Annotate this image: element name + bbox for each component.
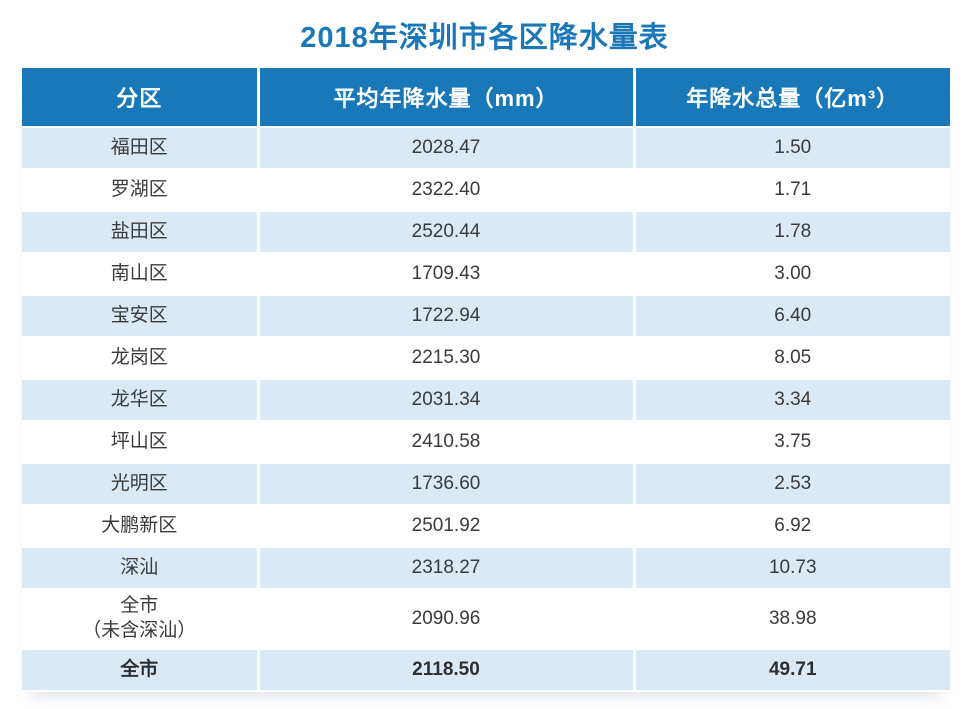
- total-rainfall-cell: 8.05: [634, 337, 950, 380]
- district-cell: 福田区: [22, 127, 260, 170]
- header-total-rainfall: 年降水总量（亿m³）: [634, 68, 950, 128]
- district-cell: 全市 （未含深汕）: [22, 589, 260, 650]
- table-row: 全市 （未含深汕） 2090.96 38.98: [22, 589, 950, 650]
- avg-rainfall-cell: 1736.60: [258, 463, 636, 506]
- total-rainfall-cell: 6.40: [634, 295, 950, 338]
- avg-rainfall-cell: 1709.43: [258, 253, 636, 296]
- district-cell: 大鹏新区: [22, 505, 260, 548]
- district-cell: 龙华区: [22, 379, 260, 422]
- total-rainfall-cell: 3.34: [634, 379, 950, 422]
- table-row-total: 全市 2118.50 49.71: [22, 649, 950, 692]
- avg-rainfall-cell: 1722.94: [258, 295, 636, 338]
- table-row: 坪山区 2410.58 3.75: [22, 421, 950, 464]
- avg-rainfall-cell: 2318.27: [258, 547, 636, 590]
- table-row: 深汕 2318.27 10.73: [22, 547, 950, 590]
- avg-rainfall-cell: 2501.92: [258, 505, 636, 548]
- total-rainfall-cell: 49.71: [634, 649, 950, 692]
- table-row: 龙岗区 2215.30 8.05: [22, 337, 950, 380]
- avg-rainfall-cell: 2090.96: [258, 589, 636, 650]
- avg-rainfall-cell: 2520.44: [258, 211, 636, 254]
- table-row: 龙华区 2031.34 3.34: [22, 379, 950, 422]
- total-rainfall-cell: 2.53: [634, 463, 950, 506]
- total-rainfall-cell: 3.00: [634, 253, 950, 296]
- district-cell: 深汕: [22, 547, 260, 590]
- table-row: 光明区 1736.60 2.53: [22, 463, 950, 506]
- header-avg-rainfall: 平均年降水量（mm）: [258, 68, 636, 128]
- district-cell: 南山区: [22, 253, 260, 296]
- district-cell: 罗湖区: [22, 169, 260, 212]
- table-row: 大鹏新区 2501.92 6.92: [22, 505, 950, 548]
- avg-rainfall-cell: 2118.50: [258, 649, 636, 692]
- table-row: 罗湖区 2322.40 1.71: [22, 169, 950, 212]
- total-rainfall-cell: 6.92: [634, 505, 950, 548]
- table-header-row: 分区 平均年降水量（mm） 年降水总量（亿m³）: [22, 68, 950, 128]
- total-rainfall-cell: 1.78: [634, 211, 950, 254]
- district-cell: 全市: [22, 649, 260, 692]
- district-cell: 光明区: [22, 463, 260, 506]
- rainfall-table: 分区 平均年降水量（mm） 年降水总量（亿m³） 福田区 2028.47 1.5…: [22, 68, 950, 692]
- district-cell: 宝安区: [22, 295, 260, 338]
- table-row: 宝安区 1722.94 6.40: [22, 295, 950, 338]
- total-rainfall-cell: 10.73: [634, 547, 950, 590]
- avg-rainfall-cell: 2215.30: [258, 337, 636, 380]
- district-cell: 盐田区: [22, 211, 260, 254]
- header-district: 分区: [22, 68, 260, 128]
- avg-rainfall-cell: 2410.58: [258, 421, 636, 464]
- avg-rainfall-cell: 2031.34: [258, 379, 636, 422]
- page-title: 2018年深圳市各区降水量表: [300, 22, 669, 54]
- district-cell: 坪山区: [22, 421, 260, 464]
- total-rainfall-cell: 3.75: [634, 421, 950, 464]
- avg-rainfall-cell: 2322.40: [258, 169, 636, 212]
- table-row: 南山区 1709.43 3.00: [22, 253, 950, 296]
- total-rainfall-cell: 1.71: [634, 169, 950, 212]
- avg-rainfall-cell: 2028.47: [258, 127, 636, 170]
- table-row: 盐田区 2520.44 1.78: [22, 211, 950, 254]
- table-row: 福田区 2028.47 1.50: [22, 127, 950, 170]
- district-cell: 龙岗区: [22, 337, 260, 380]
- total-rainfall-cell: 38.98: [634, 589, 950, 650]
- total-rainfall-cell: 1.50: [634, 127, 950, 170]
